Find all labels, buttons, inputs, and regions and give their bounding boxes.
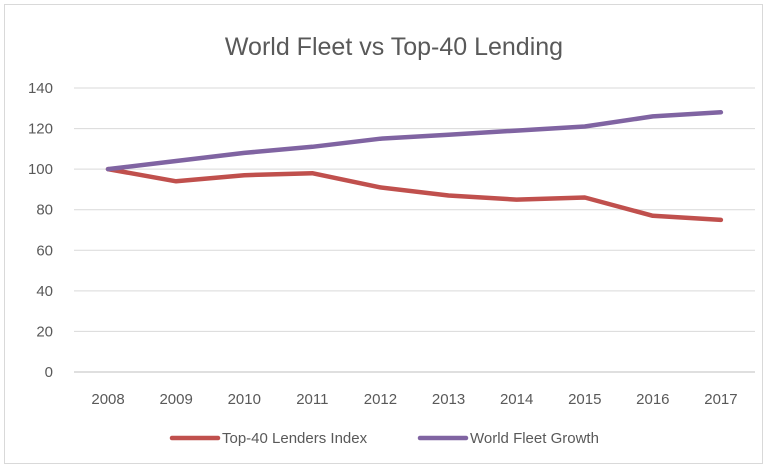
y-tick-label-0: 0 xyxy=(45,364,53,381)
y-tick-label-60: 60 xyxy=(36,242,53,259)
y-tick-label-100: 100 xyxy=(28,161,53,178)
chart-title: World Fleet vs Top-40 Lending xyxy=(225,33,563,61)
legend: Top-40 Lenders Index World Fleet Growth xyxy=(169,430,599,447)
x-tick-label-2014: 2014 xyxy=(500,391,533,408)
x-tick-label-2009: 2009 xyxy=(159,391,192,408)
y-axis-tick-labels: 0 20 40 60 80 100 120 140 xyxy=(28,80,53,381)
y-tick-label-120: 120 xyxy=(28,121,53,138)
x-axis-tick-labels: 2008 2009 2010 2011 2012 2013 2014 2015 2016 2017 xyxy=(91,391,737,408)
x-tick-label-2011: 2011 xyxy=(296,391,328,408)
y-tick-label-40: 40 xyxy=(36,283,53,300)
x-tick-label-2015: 2015 xyxy=(568,391,601,408)
series-lines xyxy=(105,110,724,223)
x-tick-label-2013: 2013 xyxy=(432,391,465,408)
x-tick-label-2010: 2010 xyxy=(228,391,261,408)
legend-label-1: World Fleet Growth xyxy=(470,430,599,447)
y-tick-label-140: 140 xyxy=(28,80,53,97)
x-tick-label-2017: 2017 xyxy=(704,391,737,408)
gridlines xyxy=(74,87,755,373)
y-tick-label-80: 80 xyxy=(36,202,53,219)
series-line-0 xyxy=(105,166,724,223)
chart-frame xyxy=(4,4,763,464)
y-tick-label-20: 20 xyxy=(36,323,53,340)
series-line-1 xyxy=(105,110,724,172)
x-tick-label-2016: 2016 xyxy=(636,391,669,408)
x-tick-label-2008: 2008 xyxy=(91,391,124,408)
legend-label-0: Top-40 Lenders Index xyxy=(222,430,368,447)
x-tick-label-2012: 2012 xyxy=(364,391,397,408)
